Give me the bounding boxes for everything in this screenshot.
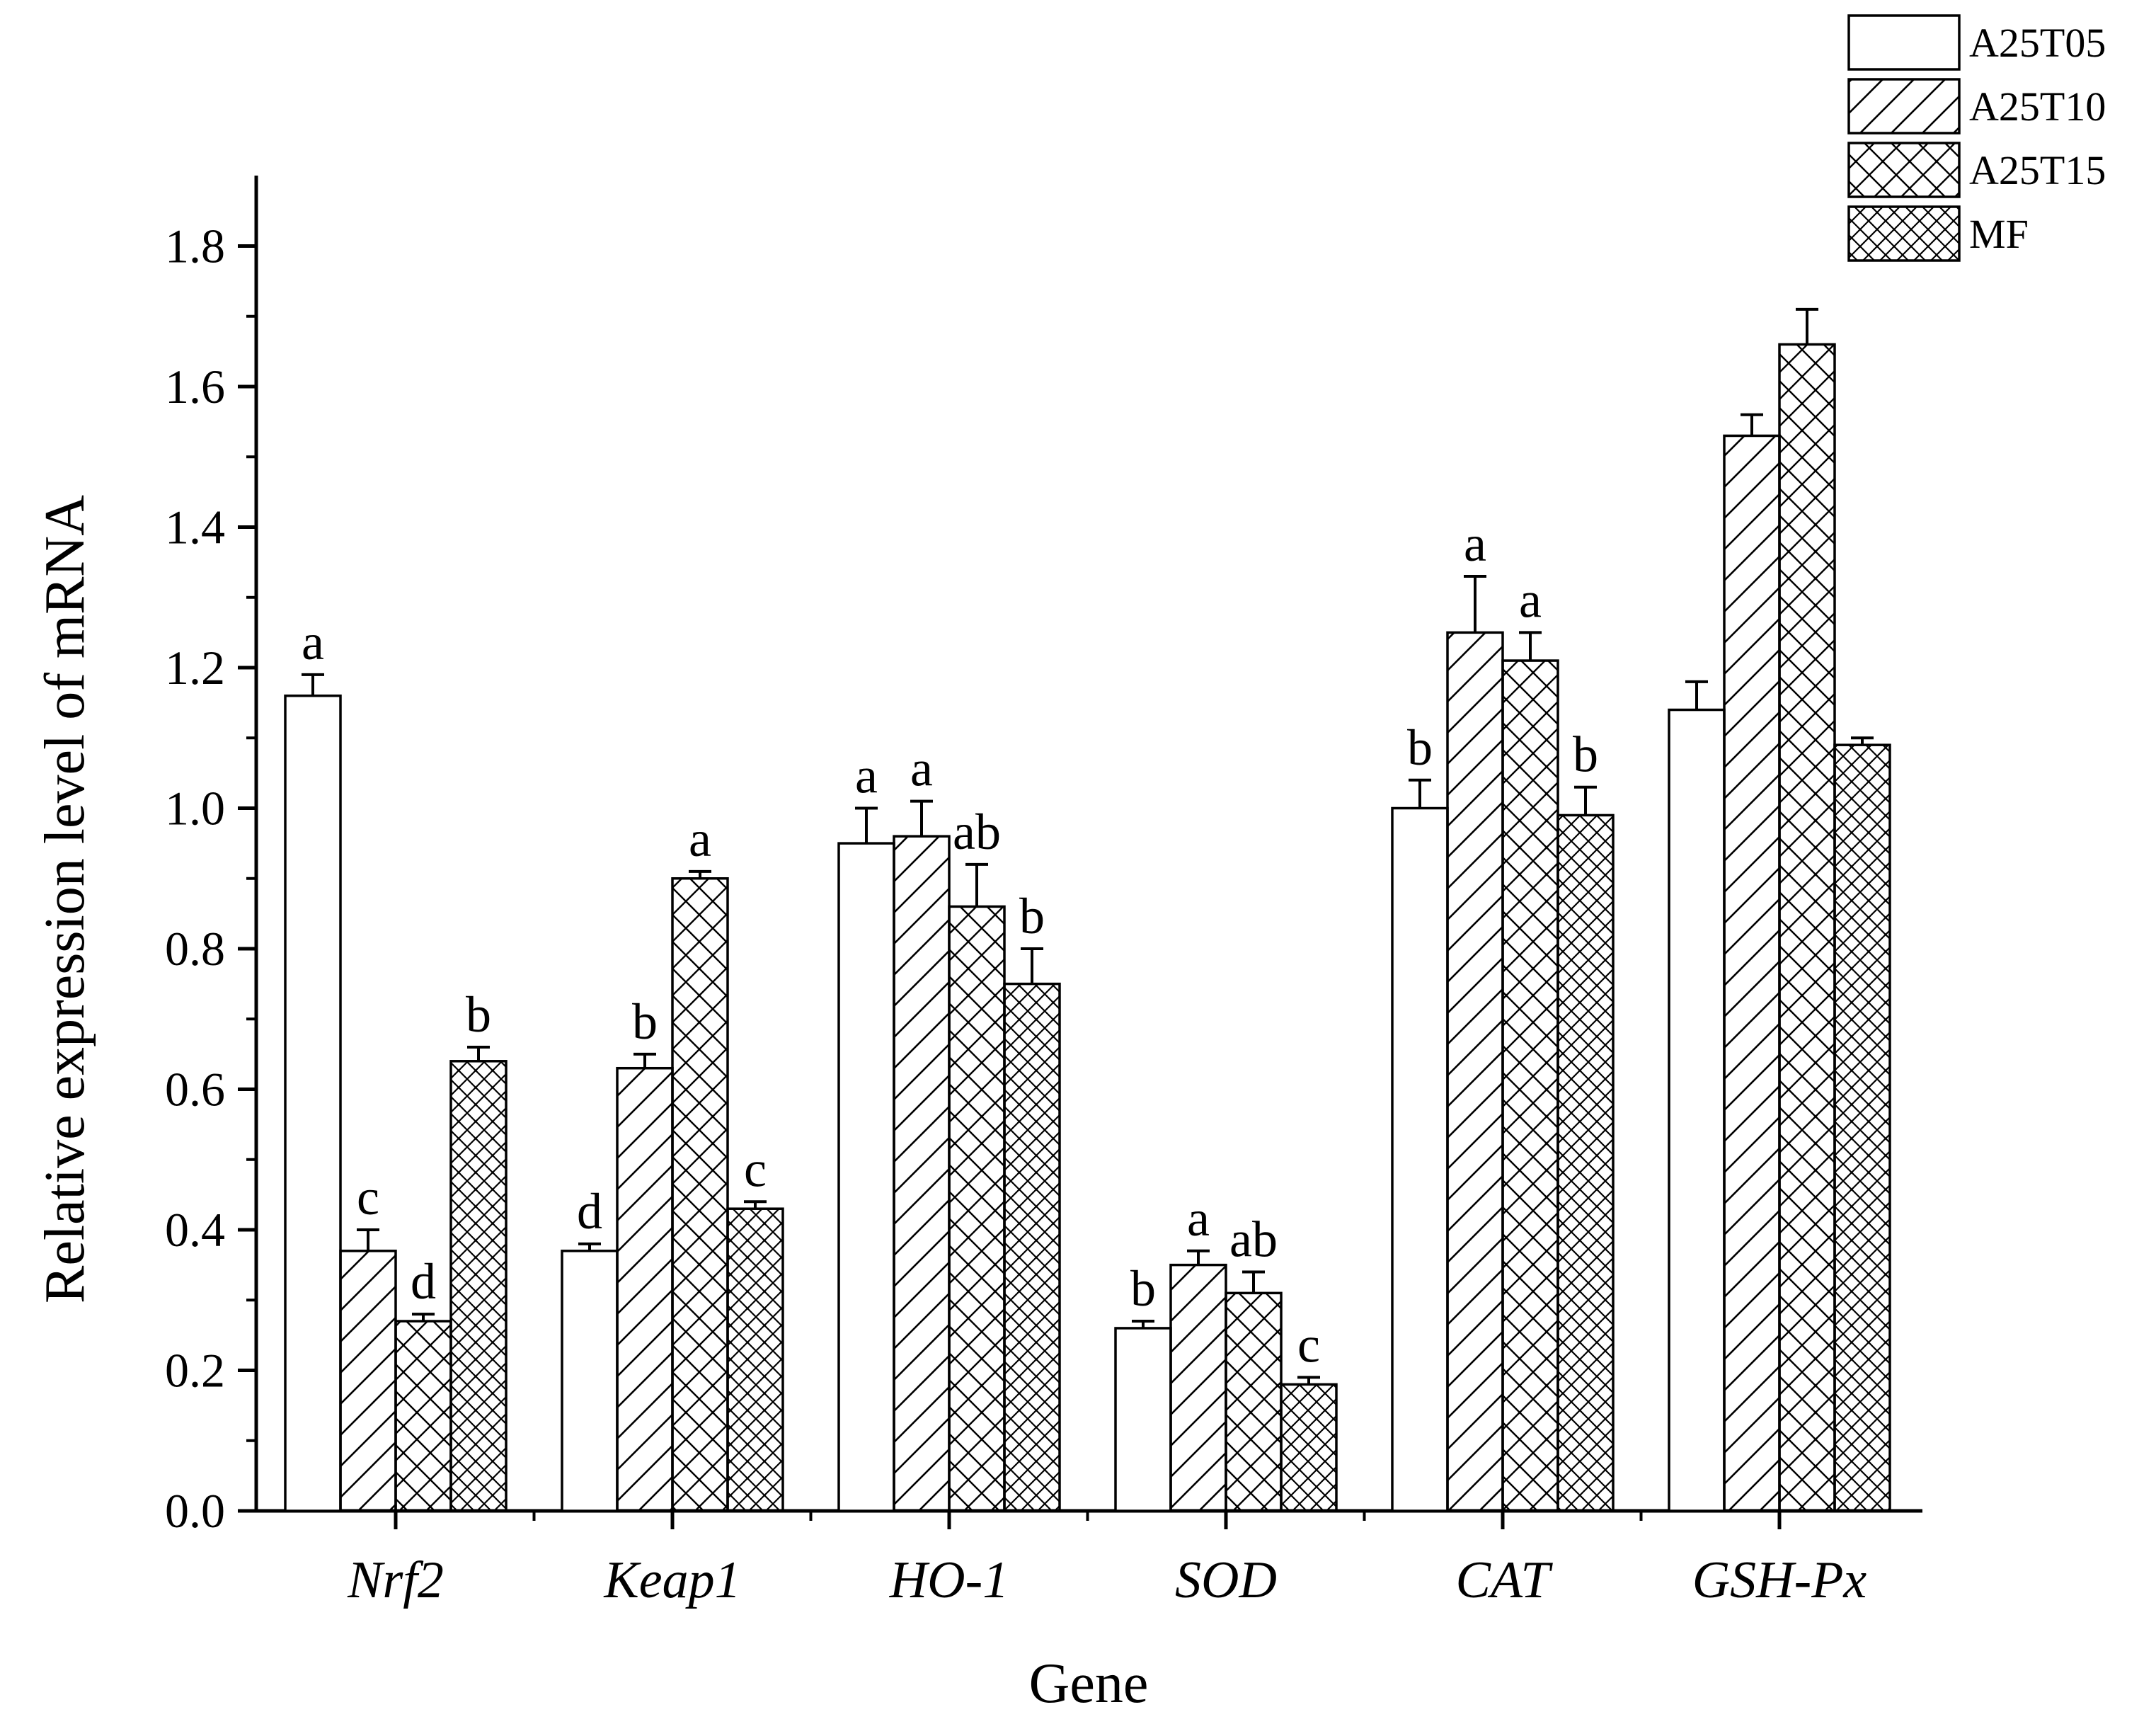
bar-A25T05-SOD — [1114, 1327, 1172, 1512]
significance-label: a — [855, 748, 878, 804]
legend-label: MF — [1969, 211, 2029, 257]
bar-A25T05-HO-1 — [837, 842, 895, 1512]
bar-A25T10-Nrf2 — [339, 1250, 397, 1512]
y-axis-ticks: 0.0 0.2 0.4 0.6 0.8 1.0 1.2 1.4 1.6 1.8 — [165, 219, 256, 1538]
significance-label: a — [910, 741, 933, 797]
error-bars — [302, 307, 1874, 1385]
bar-MF-GSH-Px — [1833, 743, 1891, 1512]
x-axis-ticks: Nrf2 Keap1 HO-1 SOD CAT GSH-Px — [347, 1511, 1867, 1609]
significance-label: b — [1407, 719, 1433, 776]
y-tick-label: 1.6 — [165, 360, 225, 413]
bar-A25T15-Nrf2 — [394, 1320, 452, 1512]
significance-label: a — [1519, 571, 1542, 628]
bar-MF-HO-1 — [1003, 982, 1061, 1512]
significance-label: d — [577, 1183, 602, 1240]
y-tick-label: 0.4 — [165, 1203, 225, 1257]
legend-swatch-MF — [1847, 205, 1961, 262]
x-tick-label: CAT — [1456, 1551, 1554, 1609]
legend-swatch-A25T10 — [1847, 78, 1961, 135]
x-tick-label: GSH-Px — [1692, 1551, 1867, 1609]
y-axis-title: Relative expression level of mRNA — [34, 495, 96, 1303]
bar-A25T15-CAT — [1501, 659, 1559, 1512]
significance-label: ab — [1229, 1211, 1278, 1268]
y-tick-label: 0.6 — [165, 1063, 225, 1117]
x-tick-label: SOD — [1175, 1551, 1277, 1609]
bar-A25T15-SOD — [1225, 1291, 1283, 1512]
bar-MF-Keap1 — [726, 1207, 784, 1512]
bar-A25T15-HO-1 — [948, 905, 1006, 1512]
bar-MF-Nrf2 — [449, 1060, 508, 1512]
x-tick-label: HO-1 — [889, 1551, 1009, 1609]
significance-label: b — [632, 993, 658, 1050]
y-tick-label: 0.0 — [165, 1484, 225, 1538]
bars — [284, 343, 1891, 1512]
significance-label: c — [357, 1169, 379, 1226]
y-tick-label: 1.0 — [165, 782, 225, 835]
significance-label: a — [1187, 1190, 1210, 1247]
bar-A25T15-Keap1 — [671, 877, 729, 1512]
significance-label: a — [1464, 515, 1486, 572]
legend-swatch-A25T15 — [1847, 142, 1961, 198]
bar-A25T10-HO-1 — [893, 835, 951, 1512]
significance-label: a — [689, 811, 711, 867]
significance-label: b — [1573, 726, 1598, 783]
bar-A25T10-CAT — [1446, 631, 1504, 1512]
significance-label: a — [302, 614, 324, 670]
bar-A25T05-GSH-Px — [1668, 708, 1726, 1512]
legend-label: A25T05 — [1969, 20, 2106, 66]
y-tick-label: 1.4 — [165, 501, 225, 554]
significance-label: d — [411, 1253, 436, 1310]
y-tick-label: 1.8 — [165, 219, 225, 273]
significance-label: b — [1130, 1260, 1156, 1317]
legend-label: A25T10 — [1969, 84, 2106, 130]
significance-label: b — [466, 986, 491, 1043]
bar-A25T15-GSH-Px — [1778, 343, 1836, 1512]
legend-label: A25T15 — [1969, 147, 2106, 193]
bar-A25T10-SOD — [1169, 1263, 1227, 1512]
legend: A25T05 A25T10 A25T15 MF — [1847, 14, 2106, 262]
x-tick-label: Nrf2 — [347, 1551, 444, 1609]
x-axis-title: Gene — [1029, 1652, 1149, 1715]
y-tick-label: 1.2 — [165, 641, 225, 695]
y-tick-label: 0.8 — [165, 922, 225, 976]
bar-MF-SOD — [1280, 1383, 1338, 1512]
bar-A25T05-Keap1 — [561, 1250, 619, 1512]
bar-A25T05-CAT — [1391, 806, 1449, 1512]
significance-label: c — [744, 1141, 767, 1197]
legend-swatch-A25T05 — [1847, 14, 1961, 71]
bar-A25T05-Nrf2 — [284, 694, 342, 1512]
bar-A25T10-GSH-Px — [1723, 434, 1781, 1512]
significance-label: c — [1297, 1316, 1320, 1373]
bar-MF-CAT — [1556, 814, 1615, 1512]
significance-label: ab — [953, 804, 1001, 860]
y-tick-label: 0.2 — [165, 1344, 225, 1398]
bar-A25T10-Keap1 — [616, 1066, 674, 1512]
significance-label: b — [1019, 888, 1045, 944]
x-tick-label: Keap1 — [603, 1551, 740, 1609]
